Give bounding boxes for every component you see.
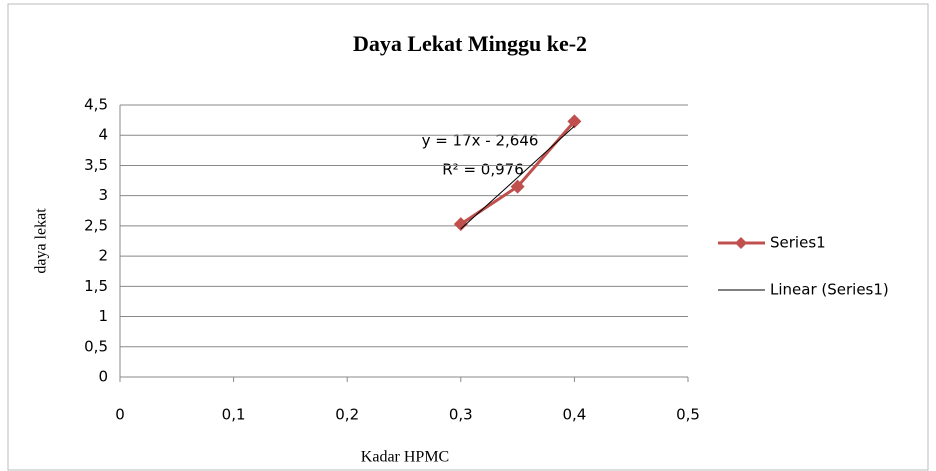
x-tick-label: 0 (115, 406, 125, 424)
point-marker (510, 179, 525, 194)
x-tick-label: 0,3 (449, 406, 473, 424)
y-tick-label: 3 (98, 186, 108, 204)
legend-label: Series1 (770, 234, 826, 252)
x-axis-label: Kadar HPMC (361, 449, 449, 466)
y-axis-label: daya lekat (33, 208, 50, 274)
trend-equation: y = 17x - 2,646 (422, 132, 539, 150)
y-tick-label: 2 (98, 247, 108, 265)
legend-marker (735, 237, 747, 249)
y-tick-label: 4,5 (84, 96, 108, 114)
chart-frame (7, 3, 929, 471)
trend-r-squared: R² = 0,976 (442, 161, 523, 179)
y-tick-label: 0 (98, 368, 108, 386)
x-tick-label: 0,2 (335, 406, 359, 424)
legend-label: Linear (Series1) (770, 281, 889, 299)
x-tick-label: 0,1 (222, 406, 246, 424)
y-tick-label: 1 (98, 307, 108, 325)
y-tick-label: 3,5 (84, 156, 108, 174)
point-marker (453, 217, 468, 232)
x-tick-label: 0,5 (676, 406, 700, 424)
point-marker (567, 114, 582, 129)
y-tick-label: 0,5 (84, 337, 108, 355)
y-tick-label: 4 (98, 126, 108, 144)
y-tick-label: 2,5 (84, 216, 108, 234)
x-tick-label: 0,4 (562, 406, 586, 424)
series-line (460, 125, 575, 230)
chart-title: Daya Lekat Minggu ke-2 (353, 31, 587, 56)
y-tick-label: 1,5 (84, 277, 108, 295)
